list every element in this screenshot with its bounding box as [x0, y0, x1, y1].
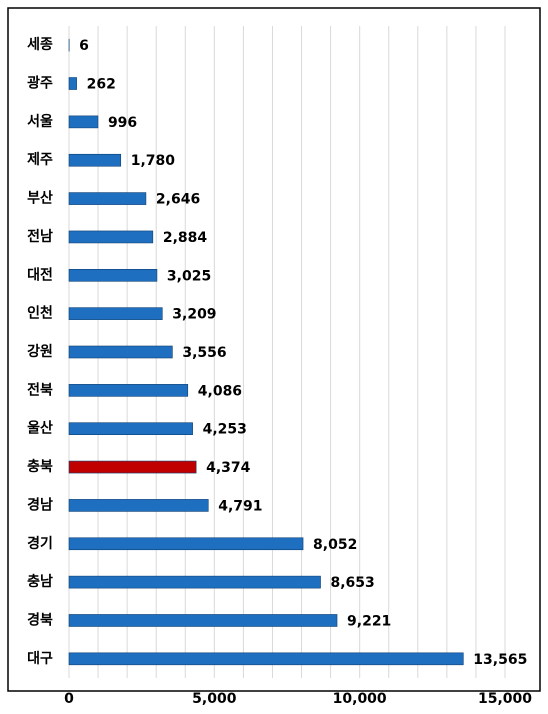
data-label: 8,653 — [331, 575, 375, 591]
data-label: 262 — [87, 77, 116, 93]
data-label: 8,052 — [313, 537, 357, 553]
y-tick-label: 경북 — [27, 611, 53, 628]
y-tick-label: 대구 — [27, 651, 53, 667]
bar — [68, 230, 154, 244]
x-tick-label: 10,000 — [333, 691, 387, 707]
y-tick-label: 경기 — [27, 535, 53, 552]
bar — [68, 537, 304, 551]
bar — [68, 345, 173, 359]
y-tick-label: 충북 — [27, 459, 53, 475]
y-tick-label: 울산 — [27, 420, 53, 437]
data-label: 996 — [108, 115, 137, 131]
y-tick-label: 강원 — [27, 343, 53, 360]
y-tick-label: 서울 — [27, 113, 53, 130]
y-tick-label: 인천 — [27, 305, 53, 322]
data-label: 4,253 — [203, 422, 247, 438]
bar — [68, 192, 147, 205]
bar — [68, 77, 77, 90]
y-tick-label: 전북 — [27, 381, 53, 398]
bar — [68, 268, 158, 282]
y-tick-label: 경남 — [27, 496, 53, 513]
y-tick-label: 세종 — [27, 37, 53, 53]
data-label: 6 — [79, 38, 89, 54]
bar — [68, 153, 122, 167]
x-tick-label: 0 — [64, 691, 74, 707]
bar — [68, 307, 163, 320]
data-label: 3,209 — [172, 307, 216, 323]
bar — [68, 499, 209, 512]
data-label: 3,556 — [182, 345, 226, 361]
data-label: 2,646 — [156, 192, 200, 208]
data-label: 1,780 — [131, 153, 176, 169]
bar — [68, 115, 99, 129]
data-label: 4,374 — [206, 460, 251, 476]
x-tick-label: 15,000 — [478, 691, 532, 707]
x-tick-label: 5,000 — [192, 691, 237, 707]
bar — [68, 614, 338, 627]
bar — [68, 384, 189, 397]
y-tick-label: 전남 — [27, 228, 53, 245]
y-tick-label: 광주 — [27, 75, 53, 92]
bar — [68, 422, 193, 436]
bar — [68, 652, 464, 666]
bar — [68, 460, 197, 474]
data-label: 13,565 — [473, 652, 527, 668]
bar — [68, 575, 321, 589]
y-tick-label: 대전 — [27, 266, 53, 283]
data-label: 3,025 — [167, 268, 211, 284]
y-tick-label: 부산 — [27, 190, 53, 207]
data-label: 2,884 — [163, 230, 208, 246]
data-label: 4,791 — [218, 498, 262, 514]
y-tick-label: 제주 — [27, 152, 53, 168]
data-label: 9,221 — [347, 613, 391, 629]
data-label: 4,086 — [198, 383, 242, 399]
y-tick-label: 충남 — [27, 573, 53, 590]
